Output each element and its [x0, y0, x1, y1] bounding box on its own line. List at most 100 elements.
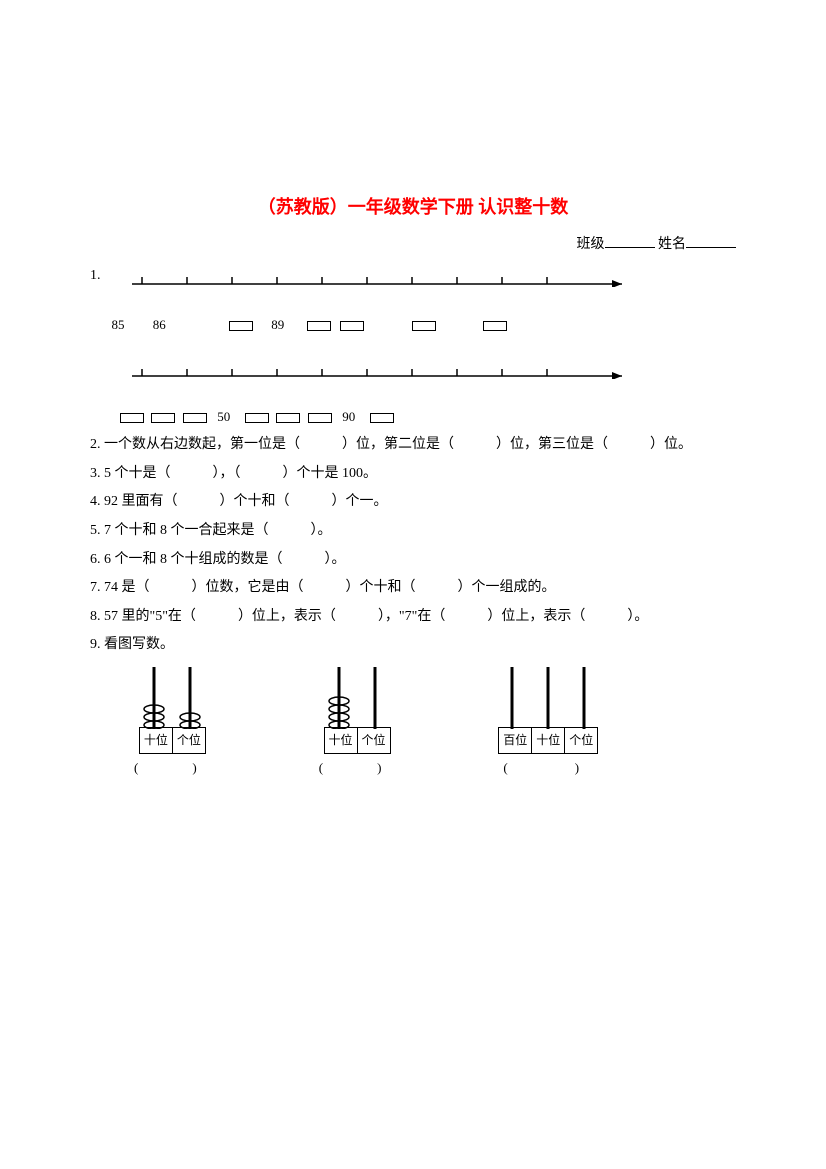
- question-9: 9. 看图写数。: [90, 632, 736, 659]
- q7-blank3[interactable]: [416, 580, 458, 595]
- abacus-3-answer[interactable]: ( ): [489, 756, 607, 781]
- q6-b: ）。: [325, 552, 346, 567]
- q3-b: ），（: [213, 466, 241, 481]
- q4-label: 4.: [90, 494, 101, 509]
- q6-blank1[interactable]: [283, 552, 325, 567]
- abacus-3-base: 百位 十位 个位: [498, 727, 598, 754]
- number-line-1: [132, 267, 736, 313]
- abacus-3-hundreds-label: 百位: [499, 728, 532, 753]
- nl1-v5[interactable]: [338, 313, 362, 338]
- q8-e: ）。: [627, 609, 648, 624]
- q2-blank2[interactable]: [454, 437, 496, 452]
- q6-label: 6.: [90, 552, 101, 567]
- number-line-2-labels: 50 90: [118, 405, 736, 430]
- nl2-v8[interactable]: [368, 405, 392, 430]
- nl1-v7[interactable]: [410, 313, 434, 338]
- question-4: 4. 92 里面有（ ）个十和（ ）个一。: [90, 489, 736, 516]
- q9-text: 看图写数。: [104, 637, 174, 652]
- nl1-v1: 86: [147, 313, 171, 338]
- q7-b: ）位数，它是由（: [192, 580, 304, 595]
- nl2-v3: 50: [212, 405, 236, 430]
- number-line-2: [132, 359, 736, 405]
- q3-blank1[interactable]: [171, 466, 213, 481]
- question-1: 1. 85 86 89: [90, 263, 736, 430]
- abacus-row: 十位 个位 ( ) 十位 个位 ( ): [120, 665, 736, 780]
- number-line-1-labels: 85 86 89: [106, 313, 736, 338]
- abacus-1-ones-label: 个位: [173, 728, 205, 753]
- q2-b: ）位，第二位是（: [342, 437, 454, 452]
- question-7: 7. 74 是（ ）位数，它是由（ ）个十和（ ）个一组成的。: [90, 575, 736, 602]
- nl1-v2[interactable]: [227, 313, 251, 338]
- class-blank[interactable]: [605, 234, 655, 248]
- abacus-1-tens-label: 十位: [140, 728, 173, 753]
- abacus-2-base: 十位 个位: [324, 727, 391, 754]
- name-blank[interactable]: [686, 234, 736, 248]
- q7-label: 7.: [90, 580, 101, 595]
- nl1-v3: 89: [266, 313, 290, 338]
- nl2-v5[interactable]: [274, 405, 298, 430]
- q8-d: ）位上，表示（: [487, 609, 585, 624]
- question-2: 2. 一个数从右边数起，第一位是（ ）位，第二位是（ ）位，第三位是（ ）位。: [90, 432, 736, 459]
- question-5: 5. 7 个十和 8 个一合起来是（ ）。: [90, 518, 736, 545]
- q5-b: ）。: [311, 523, 332, 538]
- q7-blank1[interactable]: [150, 580, 192, 595]
- q4-blank2[interactable]: [290, 494, 332, 509]
- q8-blank3[interactable]: [445, 609, 487, 624]
- q8-label: 8.: [90, 609, 101, 624]
- nl2-v0[interactable]: [118, 405, 142, 430]
- q1-label: 1.: [90, 263, 114, 290]
- q5-label: 5.: [90, 523, 101, 538]
- abacus-2-ones-label: 个位: [358, 728, 390, 753]
- q4-blank1[interactable]: [178, 494, 220, 509]
- nl2-v2[interactable]: [181, 405, 205, 430]
- q3-blank2[interactable]: [241, 466, 283, 481]
- name-line: 班级 姓名: [90, 232, 736, 259]
- abacus-1-base: 十位 个位: [139, 727, 206, 754]
- q8-b: ）位上，表示（: [238, 609, 336, 624]
- q2-label: 2.: [90, 437, 101, 452]
- q8-blank4[interactable]: [585, 609, 627, 624]
- q7-d: ）个一组成的。: [458, 580, 556, 595]
- q3-c: ）个十是 100。: [283, 466, 378, 481]
- abacus-2-tens-label: 十位: [325, 728, 358, 753]
- nl2-v6[interactable]: [306, 405, 330, 430]
- page-title: （苏教版）一年级数学下册 认识整十数: [90, 190, 736, 224]
- nl1-v4[interactable]: [305, 313, 329, 338]
- q2-c: ）位，第三位是（: [496, 437, 608, 452]
- abacus-2: 十位 个位 ( ): [305, 665, 410, 780]
- q2-d: ）位。: [650, 437, 692, 452]
- q6-a: 6 个一和 8 个十组成的数是（: [104, 552, 283, 567]
- nl2-v7: 90: [337, 405, 361, 430]
- q8-blank2[interactable]: [336, 609, 378, 624]
- abacus-3-tens-label: 十位: [532, 728, 565, 753]
- nl2-v1[interactable]: [149, 405, 173, 430]
- q9-label: 9.: [90, 637, 101, 652]
- abacus-1: 十位 个位 ( ): [120, 665, 225, 780]
- abacus-3: 百位 十位 个位 ( ): [489, 665, 607, 780]
- class-label: 班级: [577, 237, 605, 252]
- q2-blank3[interactable]: [608, 437, 650, 452]
- q3-a: 5 个十是（: [104, 466, 171, 481]
- nl1-v0: 85: [106, 313, 130, 338]
- q7-blank2[interactable]: [304, 580, 346, 595]
- q3-label: 3.: [90, 466, 101, 481]
- q5-blank1[interactable]: [269, 523, 311, 538]
- q8-blank1[interactable]: [196, 609, 238, 624]
- abacus-1-answer[interactable]: ( ): [120, 756, 225, 781]
- q4-a: 92 里面有（: [104, 494, 178, 509]
- q7-a: 74 是（: [104, 580, 150, 595]
- q2-a: 一个数从右边数起，第一位是（: [104, 437, 300, 452]
- worksheet-page: （苏教版）一年级数学下册 认识整十数 班级 姓名 1.: [0, 0, 826, 780]
- nl2-v4[interactable]: [243, 405, 267, 430]
- student-name-label: 姓名: [658, 237, 686, 252]
- nl1-v9[interactable]: [481, 313, 505, 338]
- q5-a: 7 个十和 8 个一合起来是（: [104, 523, 269, 538]
- question-3: 3. 5 个十是（ ），（ ）个十是 100。: [90, 461, 736, 488]
- q4-b: ）个十和（: [220, 494, 290, 509]
- q4-c: ）个一。: [332, 494, 388, 509]
- q2-blank1[interactable]: [300, 437, 342, 452]
- abacus-2-answer[interactable]: ( ): [305, 756, 410, 781]
- abacus-3-ones-label: 个位: [565, 728, 597, 753]
- question-6: 6. 6 个一和 8 个十组成的数是（ ）。: [90, 547, 736, 574]
- q8-c: ），"7"在（: [378, 609, 445, 624]
